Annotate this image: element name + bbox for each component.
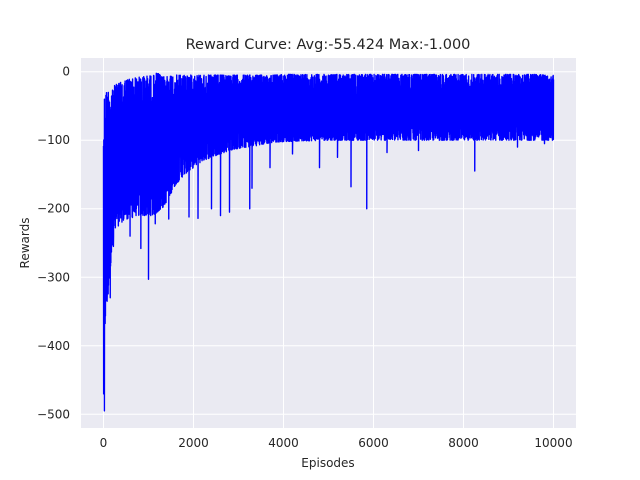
y-tick-label-4: −400: [37, 339, 70, 353]
x-axis-ticks: 0 2000 4000 6000 8000 10000: [100, 436, 573, 450]
x-tick-label-3: 6000: [358, 436, 389, 450]
y-tick-label-2: −200: [37, 202, 70, 216]
x-tick-label-1: 2000: [178, 436, 209, 450]
y-tick-label-3: −300: [37, 270, 70, 284]
reward-series: [102, 72, 555, 412]
x-tick-label-0: 0: [100, 436, 108, 450]
y-axis-ticks: 0 −100 −200 −300 −400 −500: [37, 65, 70, 422]
y-tick-label-0: 0: [62, 65, 70, 79]
chart-title: Reward Curve: Avg:-55.424 Max:-1.000: [186, 37, 471, 53]
y-axis-label: Rewards: [18, 218, 32, 269]
y-tick-label-1: −100: [37, 133, 70, 147]
x-tick-label-5: 10000: [534, 436, 572, 450]
x-tick-label-4: 8000: [448, 436, 479, 450]
x-tick-label-2: 4000: [268, 436, 299, 450]
x-axis-label: Episodes: [301, 456, 354, 470]
reward-line: [102, 72, 555, 412]
y-tick-label-5: −500: [37, 407, 70, 421]
